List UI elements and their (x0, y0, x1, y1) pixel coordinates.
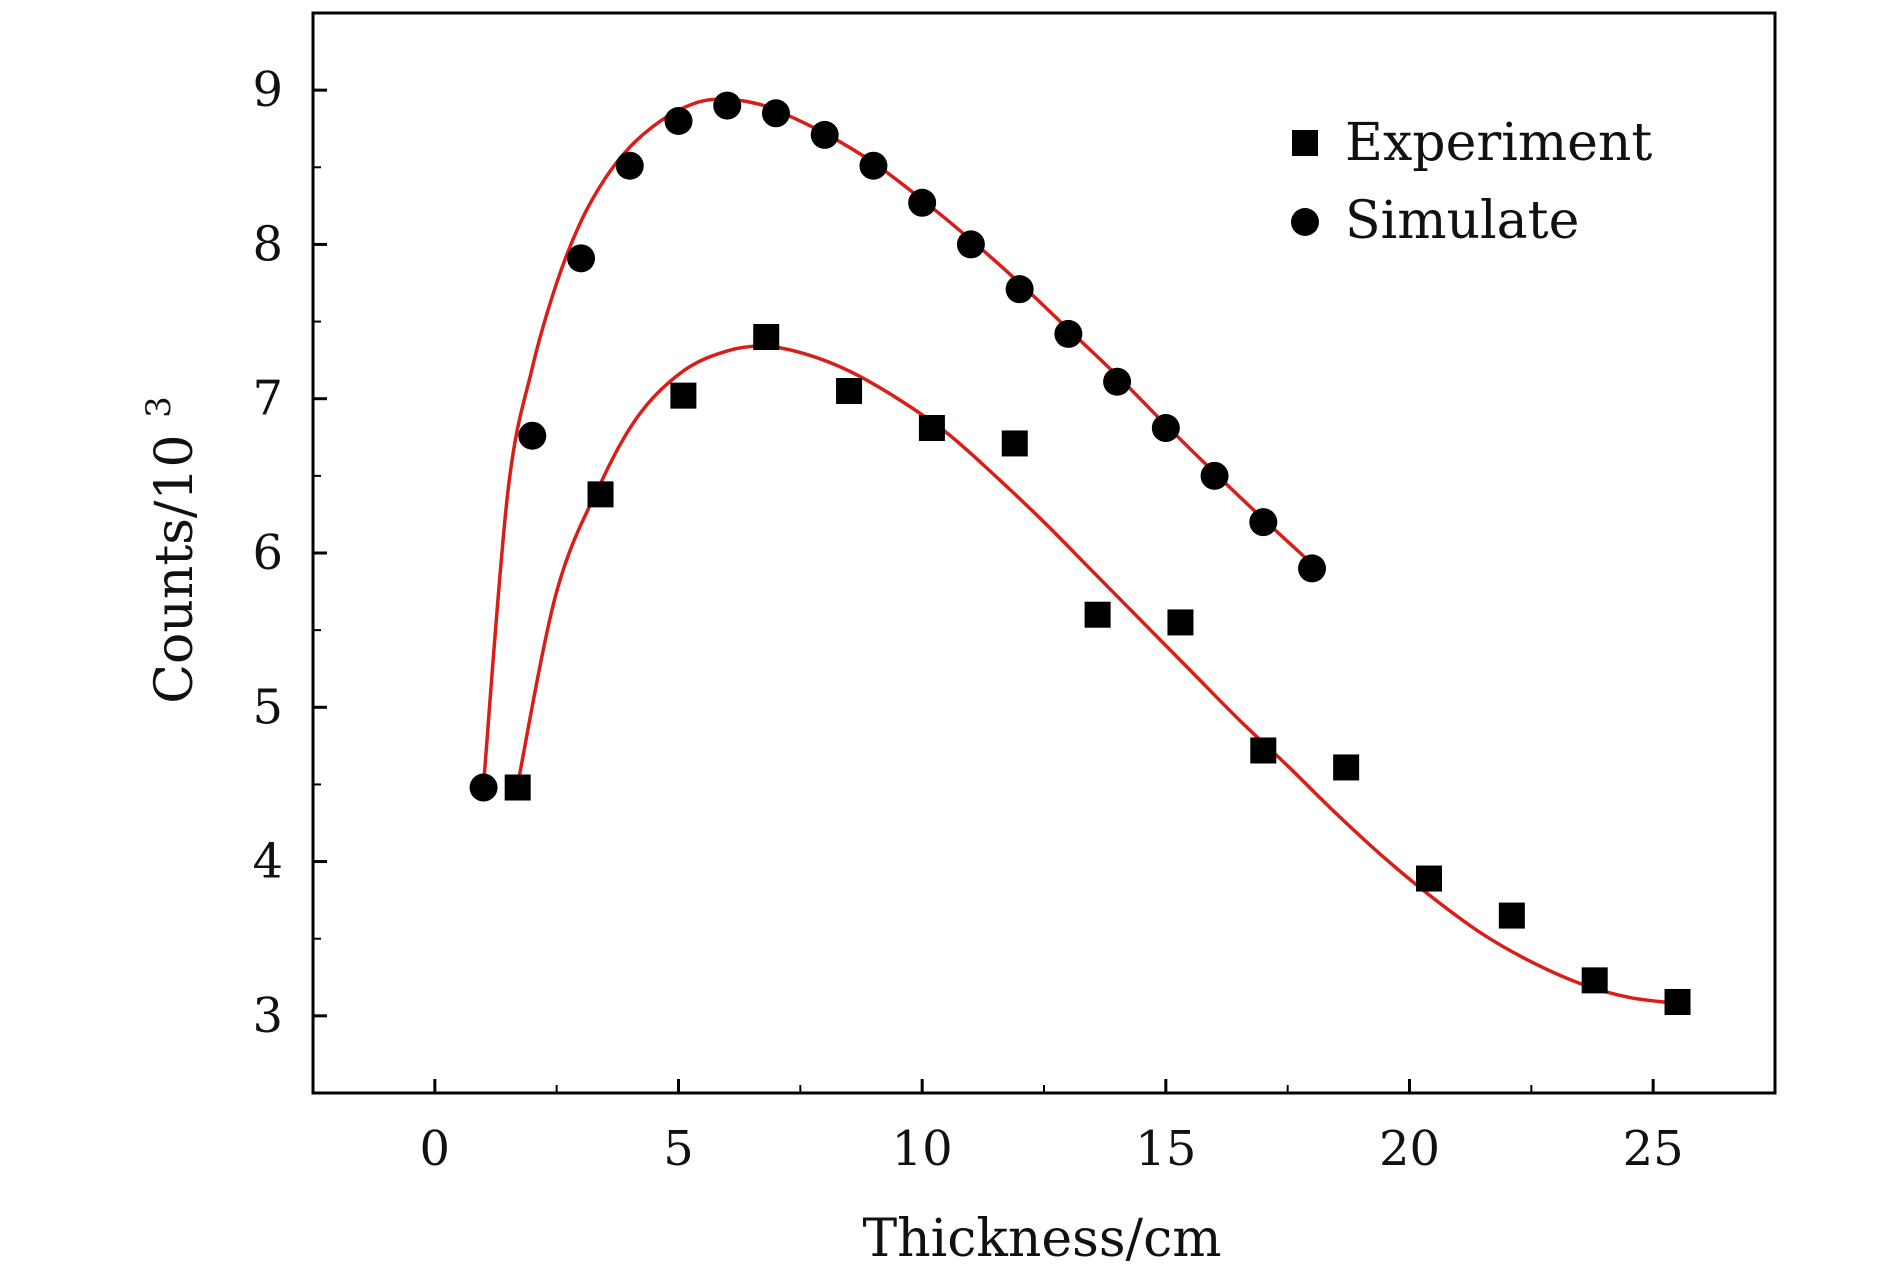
y-axis-label: Counts/10 3 (139, 396, 205, 704)
y-tick-label-5: 8 (252, 216, 283, 272)
simulate-point-10 (956, 230, 985, 259)
y-tick-label-6: 9 (252, 62, 283, 118)
experiment-point-6 (1001, 430, 1028, 457)
fit-line-experiment (515, 344, 1680, 1006)
plot-frame (311, 11, 1777, 1095)
experiment-point-0 (504, 774, 531, 801)
simulate-point-3 (615, 151, 644, 180)
experiment-point-1 (587, 481, 614, 508)
experiment-point-12 (1498, 902, 1525, 929)
simulate-point-7 (810, 120, 839, 149)
legend-label-simulate: Simulate (1345, 191, 1579, 251)
experiment-point-14 (1664, 988, 1691, 1015)
y-axis-label-base: Counts/10 (145, 434, 205, 703)
experiment-point-10 (1333, 754, 1360, 781)
plot-layer: 0 5 10 15 20 25 3 4 5 6 7 8 9 (252, 11, 1777, 1177)
x-tick-label-2: 10 (892, 1121, 953, 1177)
fit-line-simulate (481, 97, 1314, 787)
simulate-point-8 (859, 151, 888, 180)
simulate-point-5 (713, 91, 742, 120)
x-tick-label-0: 0 (420, 1121, 451, 1177)
experiment-point-9 (1250, 737, 1277, 764)
y-tick-label-1: 4 (252, 834, 283, 890)
simulate-point-12 (1054, 319, 1083, 348)
y-tick-label-3: 6 (252, 525, 283, 581)
experiment-point-5 (918, 415, 945, 442)
x-axis-label: Thickness/cm (862, 1209, 1221, 1269)
experiment-point-4 (836, 378, 863, 404)
simulate-point-6 (761, 99, 790, 128)
simulate-point-11 (1005, 275, 1034, 304)
experiment-point-3 (753, 324, 780, 350)
x-tick-label-5: 25 (1623, 1121, 1684, 1177)
simulate-point-2 (567, 244, 596, 273)
legend-label-experiment: Experiment (1345, 113, 1652, 173)
experiment-point-7 (1084, 601, 1111, 628)
experiment-point-2 (670, 382, 697, 409)
simulate-point-14 (1151, 414, 1180, 443)
simulate-point-17 (1298, 554, 1327, 583)
experiment-point-11 (1415, 865, 1442, 892)
y-tick-label-4: 7 (252, 371, 283, 427)
simulate-point-13 (1103, 367, 1132, 396)
simulate-point-16 (1249, 508, 1278, 537)
x-tick-label-4: 20 (1379, 1121, 1440, 1177)
simulate-point-4 (664, 107, 693, 135)
simulate-point-1 (518, 421, 547, 450)
y-tick-label-2: 5 (252, 679, 283, 735)
legend-marker-simulate (1291, 208, 1319, 236)
experiment-point-8 (1167, 609, 1194, 636)
x-tick-label-3: 15 (1135, 1121, 1196, 1177)
y-tick-label-0: 3 (252, 988, 283, 1044)
legend-marker-experiment (1292, 130, 1318, 156)
simulate-point-15 (1200, 461, 1229, 490)
experiment-point-13 (1581, 967, 1608, 994)
x-tick-label-1: 5 (663, 1121, 694, 1177)
legend: Experiment Simulate (1291, 113, 1652, 251)
simulate-point-0 (469, 773, 498, 802)
y-axis-label-superscript: 3 (139, 396, 179, 418)
simulate-point-9 (908, 188, 937, 217)
